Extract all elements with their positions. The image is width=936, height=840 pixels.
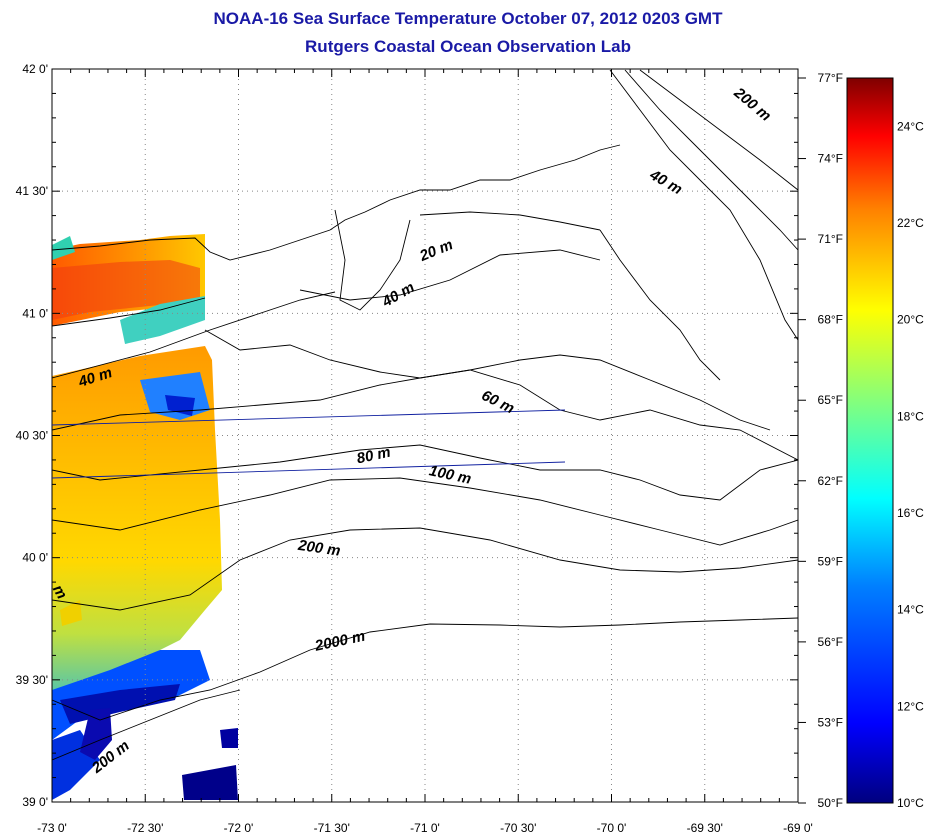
colorbar-f-label: 71°F bbox=[818, 232, 843, 246]
lon-tick-label: -71 30' bbox=[314, 821, 350, 835]
coastline-long-island bbox=[52, 297, 206, 327]
map-subtitle: Rutgers Coastal Ocean Observation Lab bbox=[305, 37, 631, 56]
transect-line-south bbox=[52, 461, 566, 479]
colorbar-gradient bbox=[846, 77, 894, 804]
coastline-north bbox=[52, 144, 621, 261]
cape-cod-shoals bbox=[599, 229, 721, 381]
isobath-60m bbox=[52, 369, 798, 461]
isobath-40m bbox=[204, 329, 771, 431]
cape-cod-coast bbox=[609, 69, 798, 341]
colorbar-c-label: 20°C bbox=[897, 313, 924, 327]
colorbar-f-label: 77°F bbox=[818, 71, 843, 85]
lat-tick-label: 40 0' bbox=[22, 551, 48, 565]
colorbar-c-label: 24°C bbox=[897, 119, 924, 133]
colorbar: 77°F 74°F 71°F 68°F 65°F 62°F 59°F 56°F 53°F 50°F… bbox=[798, 71, 924, 810]
colorbar-c-label: 12°C bbox=[897, 699, 924, 713]
isobath-label: 200 m bbox=[730, 84, 774, 125]
colorbar-c-label: 22°C bbox=[897, 216, 924, 230]
isobath-label: 2000 m bbox=[313, 628, 367, 655]
sst-imagery bbox=[52, 234, 238, 800]
colorbar-f-label: 68°F bbox=[818, 313, 843, 327]
narragansett-bay bbox=[334, 209, 411, 311]
isobath-2000m bbox=[52, 617, 798, 721]
coastline-south-shore bbox=[52, 291, 336, 379]
isobath-20m bbox=[299, 249, 601, 301]
colorbar-f-label: 62°F bbox=[818, 474, 843, 488]
colorbar-f-label: 56°F bbox=[818, 635, 843, 649]
lon-tick-label: -72 0' bbox=[224, 821, 254, 835]
buzzards-bay bbox=[419, 211, 601, 231]
lon-tick-label: -71 0' bbox=[410, 821, 440, 835]
lat-tick-label: 42 0' bbox=[22, 62, 48, 76]
isobath-label: 80 m bbox=[355, 444, 392, 468]
lat-tick-label: 40 30' bbox=[16, 429, 48, 443]
longitude-axis: -73 0' -72 30' -72 0' -71 30' -71 0' -70 30' -… bbox=[37, 69, 813, 835]
lon-tick-label: -70 0' bbox=[597, 821, 627, 835]
latitude-axis: 42 0' 41 30' 41 0' 40 30' 40 0' 39 30' 39 0' bbox=[16, 62, 798, 809]
colorbar-f-label: 59°F bbox=[818, 554, 843, 568]
lat-tick-label: 41 0' bbox=[22, 306, 48, 320]
lat-tick-label: 39 0' bbox=[22, 795, 48, 809]
isobath-label: 40 m bbox=[646, 166, 685, 198]
lat-tick-label: 41 30' bbox=[16, 184, 48, 198]
lat-tick-label: 39 30' bbox=[16, 673, 48, 687]
colorbar-f-label: 50°F bbox=[818, 796, 843, 810]
colorbar-celsius-labels: 24°C 22°C 20°C 18°C 16°C 14°C 12°C 10°C bbox=[897, 119, 924, 810]
colorbar-fahrenheit-labels: 77°F 74°F 71°F 68°F 65°F 62°F 59°F 56°F 53°F 50°F bbox=[798, 71, 843, 810]
colorbar-c-label: 18°C bbox=[897, 409, 924, 423]
colorbar-c-label: 10°C bbox=[897, 796, 924, 810]
lon-tick-label: -69 30' bbox=[687, 821, 723, 835]
colorbar-f-label: 53°F bbox=[818, 715, 843, 729]
isobath-label: 100 m bbox=[428, 462, 473, 487]
transect-line-north bbox=[52, 409, 566, 426]
colorbar-f-label: 74°F bbox=[818, 152, 843, 166]
lon-tick-label: -73 0' bbox=[37, 821, 67, 835]
isobath-200m bbox=[52, 527, 798, 611]
isobath-label: 20 m bbox=[416, 236, 455, 265]
isobath-200m-south bbox=[52, 689, 241, 761]
isobath-100m bbox=[52, 477, 798, 546]
coastline-and-isobaths bbox=[52, 69, 798, 761]
isobath-40m-east bbox=[624, 69, 798, 251]
map-title: NOAA-16 Sea Surface Temperature October … bbox=[213, 9, 723, 28]
lon-tick-label: -72 30' bbox=[127, 821, 163, 835]
isobath-label: 200 m bbox=[296, 537, 341, 560]
colorbar-c-label: 16°C bbox=[897, 506, 924, 520]
colorbar-f-label: 65°F bbox=[818, 393, 843, 407]
isobath-200m-east bbox=[639, 69, 798, 191]
colorbar-c-label: 14°C bbox=[897, 603, 924, 617]
lon-tick-label: -70 30' bbox=[500, 821, 536, 835]
lon-tick-label: -69 0' bbox=[783, 821, 813, 835]
